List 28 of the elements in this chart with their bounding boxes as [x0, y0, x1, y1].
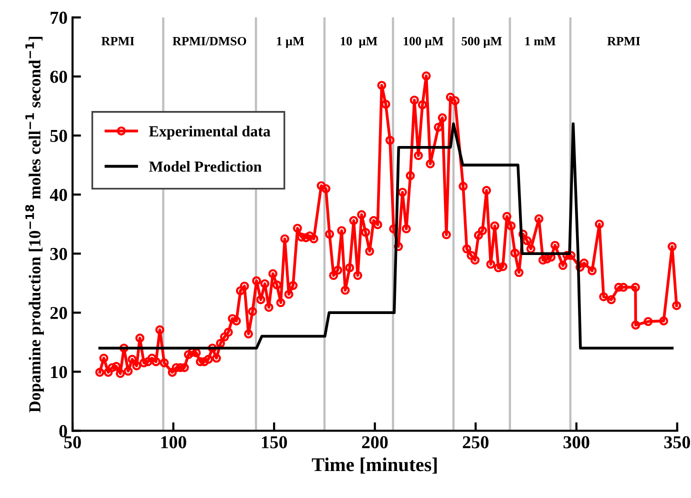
annotation: 500 µM: [462, 36, 502, 48]
line-series: [98, 122, 674, 350]
x-tick-label: 100: [161, 436, 186, 448]
y-tick-label: 10: [51, 366, 68, 378]
x-tick-label: 200: [362, 436, 388, 448]
x-axis-title: Time [minutes]: [312, 458, 437, 474]
y-tick-label: 70: [50, 12, 68, 24]
x-tick-label: 350: [664, 436, 690, 448]
x-tick-label: 250: [462, 436, 488, 448]
annotation: 1 µM: [277, 36, 304, 48]
y-tick-label: 0: [59, 425, 68, 438]
x-tick-label: 50: [64, 436, 81, 448]
legend-label: Experimental data: [149, 126, 270, 140]
annotation: RPMI: [607, 37, 640, 46]
x-tick-label: 150: [262, 436, 287, 448]
annotation: 10 µM: [340, 36, 378, 48]
y-tick-label: 20: [50, 306, 68, 320]
y-axis-title: Dopamine production [10$^{−18}$ moles cell$^{−1}$ second$^{−1}$]: [25, 36, 44, 412]
x-tick-label: 300: [564, 436, 590, 448]
y-tick-label: 50: [50, 130, 68, 142]
y-tick-label: 60: [50, 70, 68, 83]
y-tick-label: 40: [50, 188, 68, 202]
y-tick-label: 30: [50, 248, 68, 260]
legend-label: Model Prediction: [149, 161, 262, 172]
annotation: RPMI: [101, 37, 134, 46]
annotation: RPMI/DMSO: [172, 36, 246, 46]
annotation: 100 µM: [404, 36, 444, 48]
annotation: 1 mM: [525, 36, 556, 46]
